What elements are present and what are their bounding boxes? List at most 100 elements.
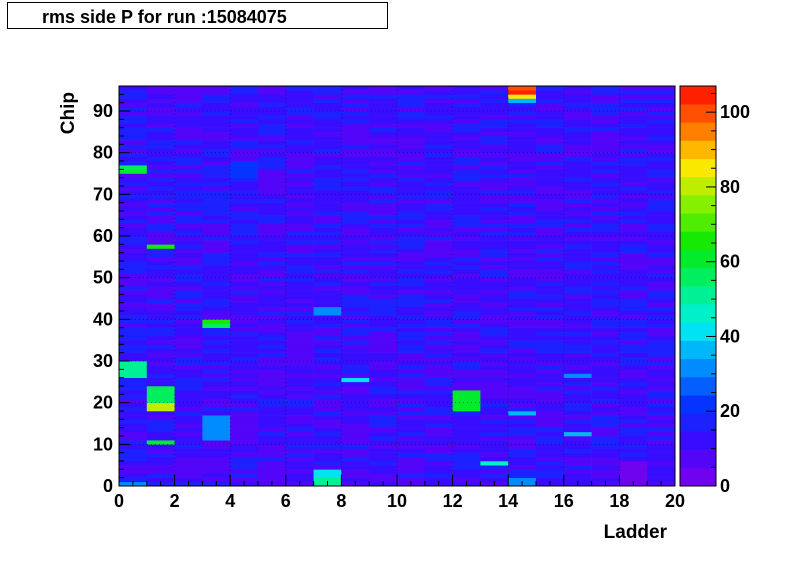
heatmap-cell: [258, 265, 287, 270]
heatmap-cell: [563, 277, 592, 283]
heatmap-cell: [146, 394, 175, 399]
heatmap-cell: [397, 373, 426, 378]
heatmap-cell: [341, 173, 370, 178]
heatmap-cell: [146, 140, 175, 145]
heatmap-cell: [230, 131, 259, 137]
heatmap-cell: [341, 390, 370, 395]
heatmap-cell: [230, 106, 259, 112]
heatmap-cell: [647, 231, 676, 237]
heatmap-cell: [397, 348, 426, 353]
heatmap-cell: [536, 415, 565, 420]
heatmap-cell: [452, 136, 481, 141]
heatmap-cell: [536, 281, 565, 287]
heatmap-cell: [424, 115, 453, 120]
heatmap-cell: [313, 106, 342, 112]
heatmap-cell: [202, 223, 231, 228]
heatmap-cell: [397, 173, 426, 178]
heatmap-cell: [563, 319, 592, 324]
heatmap-cell: [563, 86, 592, 91]
heatmap-cell: [397, 177, 426, 183]
heatmap-cell: [508, 223, 537, 228]
heatmap-cell: [285, 361, 314, 366]
heatmap-cell: [369, 298, 398, 303]
heatmap-cell: [424, 161, 453, 166]
heatmap-cell: [424, 427, 453, 433]
heatmap-cell: [285, 411, 314, 416]
heatmap-cell: [424, 423, 453, 428]
heatmap-cell: [563, 248, 592, 253]
heatmap-cell: [452, 356, 481, 362]
heatmap-cell: [313, 248, 342, 253]
heatmap-cell: [563, 111, 592, 116]
heatmap-cell: [397, 136, 426, 141]
heatmap-cell: [341, 348, 370, 353]
heatmap-cell: [119, 377, 148, 383]
y-tick-label: 80: [93, 143, 113, 163]
heatmap-cell: [508, 319, 537, 324]
heatmap-cell: [230, 431, 259, 437]
heatmap-cell: [174, 194, 203, 199]
heatmap-cell: [536, 144, 565, 149]
heatmap-cell: [424, 336, 453, 341]
heatmap-cell: [397, 402, 426, 408]
heatmap-cell: [285, 173, 314, 178]
heatmap-cell: [285, 111, 314, 116]
heatmap-cell: [619, 240, 648, 245]
heatmap-cell: [230, 319, 259, 324]
heatmap-cell: [508, 115, 537, 120]
heatmap-cell: [369, 465, 398, 470]
heatmap-cell: [202, 198, 231, 203]
heatmap-cell: [480, 198, 509, 203]
heatmap-cell: [285, 461, 314, 466]
heatmap-cell: [119, 152, 148, 158]
heatmap-cell: [508, 231, 537, 237]
heatmap-cell: [258, 194, 287, 199]
heatmap-cell: [119, 215, 148, 220]
heatmap-cell: [202, 336, 231, 341]
heatmap-cell: [146, 315, 175, 320]
heatmap-cell: [146, 115, 175, 120]
heatmap-cell: [230, 206, 259, 212]
heatmap-cell: [202, 390, 231, 395]
heatmap-cell: [202, 286, 231, 291]
heatmap-cell: [119, 102, 148, 108]
heatmap-cell: [230, 123, 259, 128]
heatmap-cell: [508, 398, 537, 403]
heatmap-cell: [452, 211, 481, 216]
heatmap-cell: [313, 436, 342, 441]
heatmap-cell: [647, 298, 676, 303]
heatmap-cell: [369, 477, 398, 483]
heatmap-cell: [285, 215, 314, 220]
heatmap-cell: [424, 198, 453, 203]
heatmap-cell: [508, 140, 537, 145]
heatmap-cell: [452, 106, 481, 112]
heatmap-cell: [174, 140, 203, 145]
heatmap-cell: [591, 348, 620, 353]
heatmap-cell: [591, 390, 620, 395]
heatmap-cell: [146, 244, 175, 249]
heatmap-cell: [424, 348, 453, 353]
heatmap-cell: [563, 156, 592, 162]
palette-band: [680, 304, 716, 323]
heatmap-cell: [119, 106, 148, 112]
heatmap-cell: [258, 311, 287, 316]
heatmap-cell: [202, 452, 231, 458]
heatmap-cell: [591, 440, 620, 445]
heatmap-cell: [174, 277, 203, 283]
heatmap-cell: [424, 111, 453, 116]
heatmap-cell: [285, 473, 314, 478]
heatmap-cell: [230, 298, 259, 303]
heatmap-cell: [536, 181, 565, 187]
heatmap-cell: [174, 223, 203, 228]
heatmap-cell: [341, 431, 370, 437]
heatmap-cell: [369, 165, 398, 170]
heatmap-cell: [591, 381, 620, 387]
heatmap-cell: [119, 311, 148, 316]
heatmap-cell: [591, 86, 620, 91]
heatmap-cell: [591, 265, 620, 270]
heatmap-cell: [230, 356, 259, 362]
heatmap-cell: [369, 198, 398, 203]
heatmap-cell: [424, 377, 453, 383]
heatmap-cell: [285, 369, 314, 374]
heatmap-cell: [452, 452, 481, 458]
